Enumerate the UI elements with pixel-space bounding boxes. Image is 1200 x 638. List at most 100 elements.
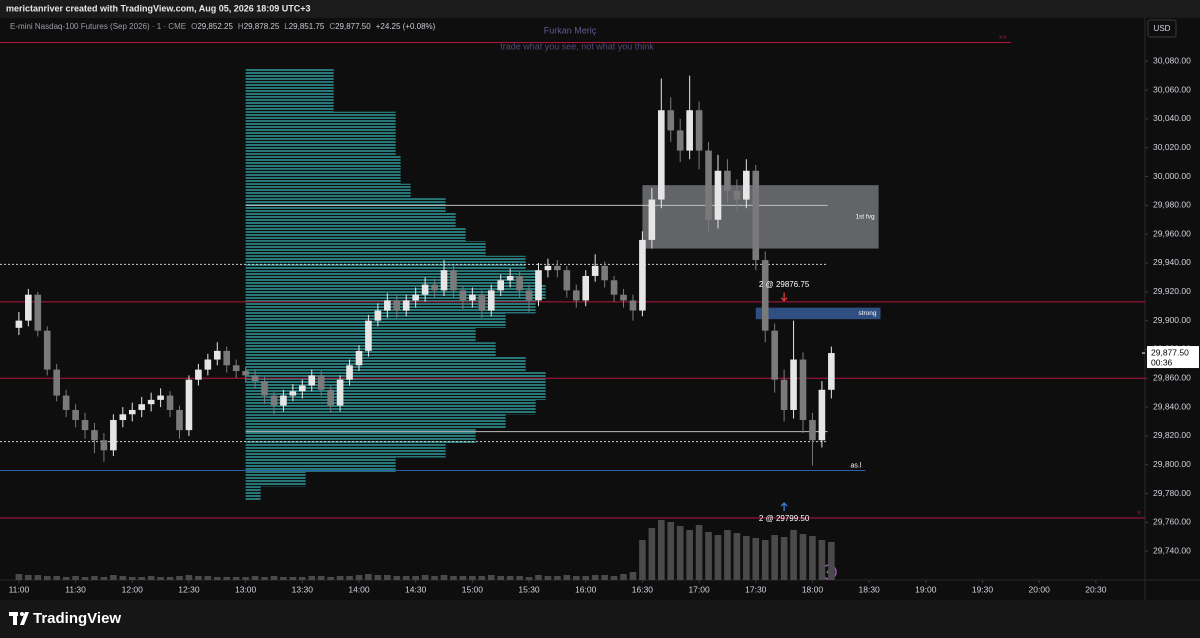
- volume-bar: [487, 575, 495, 580]
- currency-button[interactable]: [1147, 19, 1177, 38]
- annotation-label: 2 @ 29799.50: [759, 514, 810, 523]
- candle-body: [402, 300, 410, 311]
- volume-bar: [393, 576, 401, 580]
- candle-body: [516, 275, 523, 291]
- y-tick-label: 29,940.00: [1153, 257, 1191, 267]
- candle-body: [251, 375, 259, 382]
- volume-bar: [62, 577, 70, 580]
- candle-body: [289, 391, 297, 396]
- candle-body: [431, 284, 438, 291]
- zone: [755, 307, 881, 320]
- countdown: 00:36: [1151, 357, 1173, 367]
- x-tick-label: 14:00: [348, 584, 370, 594]
- candle-body: [421, 284, 429, 295]
- candle-body: [128, 409, 136, 415]
- x-tick-label: 11:30: [65, 584, 86, 594]
- volume-bar: [242, 577, 249, 580]
- candle-body: [242, 371, 249, 376]
- ohlc-value: 29,878.25: [243, 22, 280, 31]
- volume-bar: [686, 530, 693, 580]
- volume-bar: [402, 576, 410, 580]
- volume-bar: [261, 577, 268, 580]
- ohlc-prefix: H: [237, 22, 244, 31]
- candle-body: [478, 294, 486, 311]
- volume-bar: [223, 577, 231, 580]
- volume-bar: [657, 520, 665, 580]
- volume-bar: [213, 577, 221, 580]
- volume-bar: [138, 577, 146, 580]
- candle-body: [743, 170, 750, 200]
- candle-body: [572, 290, 580, 301]
- candle-body: [629, 300, 637, 311]
- header-text: merictanriver created with TradingView.c…: [6, 3, 311, 13]
- profile-bar: [245, 82, 334, 98]
- y-tick-label: 29,800.00: [1153, 459, 1191, 469]
- brand-name: TradingView: [33, 610, 121, 627]
- volume-bar: [280, 577, 287, 580]
- chart-title: Furkan Meriç: [544, 25, 597, 35]
- ohlc-item: O29,852.25: [191, 22, 233, 31]
- x-tick-label: 15:30: [518, 584, 540, 594]
- candle-body: [412, 294, 419, 301]
- x-tick-label: 12:00: [122, 584, 144, 594]
- volume-bar: [25, 575, 32, 580]
- y-tick-label: 30,040.00: [1153, 113, 1191, 123]
- volume-bar: [431, 576, 438, 580]
- x-tick-label: 16:30: [632, 584, 654, 594]
- volume-bar: [157, 577, 164, 580]
- y-tick-label: 29,900.00: [1153, 315, 1191, 325]
- symbol-legend: E-mini Nasdaq-100 Futures (Sep 2026) · 1…: [10, 22, 435, 31]
- volume-bar: [714, 535, 722, 580]
- y-tick-label: 30,060.00: [1153, 84, 1191, 94]
- volume-bar: [629, 572, 637, 580]
- candle-body: [270, 395, 278, 406]
- candle-body: [72, 409, 79, 421]
- candle-body: [828, 353, 835, 390]
- x-tick-label: 13:00: [235, 584, 257, 594]
- profile-bar: [245, 68, 334, 83]
- profile-bar: [245, 241, 486, 256]
- candle-body: [469, 294, 476, 301]
- volume-bar: [620, 574, 627, 580]
- volume-bar: [752, 538, 760, 580]
- x-tick-label: 17:00: [688, 584, 710, 594]
- volume-bar: [166, 577, 174, 580]
- ohlc-item: H29,878.25: [238, 22, 279, 31]
- profile-bar: [245, 399, 536, 415]
- candle-body: [147, 399, 155, 405]
- volume-bar: [478, 576, 486, 580]
- zone-label: 1st fvg: [855, 214, 875, 221]
- candle-body: [204, 359, 212, 370]
- candle-body: [166, 395, 174, 410]
- candle-body: [705, 150, 712, 220]
- candle-body: [686, 110, 693, 151]
- volume-bar: [110, 575, 117, 580]
- candle-body: [308, 375, 316, 386]
- x-tick-label: 18:00: [802, 584, 824, 594]
- candle-body: [223, 350, 231, 366]
- volume-bar: [81, 577, 89, 580]
- volume-bar: [299, 577, 306, 580]
- currency-label: USD: [1154, 24, 1171, 33]
- last-price-label: 29,877.50: [1151, 347, 1189, 357]
- candle-body: [195, 369, 202, 380]
- volume-bar: [147, 576, 155, 580]
- y-tick-label: 29,980.00: [1153, 200, 1191, 210]
- profile-bar: [245, 154, 401, 170]
- footer-bar: [0, 600, 1200, 638]
- y-tick-label: 29,740.00: [1153, 545, 1191, 555]
- volume-bar: [53, 576, 60, 580]
- candle-body: [695, 110, 703, 151]
- profile-bar: [245, 457, 396, 472]
- candle-body: [535, 270, 542, 301]
- profile-bar: [245, 255, 526, 271]
- ohlc-prefix: L: [284, 22, 289, 31]
- candle-body: [506, 275, 514, 281]
- volume-bar: [384, 575, 391, 580]
- volume-bar: [648, 528, 656, 580]
- profile-bar: [245, 169, 401, 184]
- volume-bar: [818, 540, 826, 580]
- volume-bar: [554, 576, 561, 580]
- candle-body: [43, 330, 51, 370]
- volume-bar: [809, 536, 816, 580]
